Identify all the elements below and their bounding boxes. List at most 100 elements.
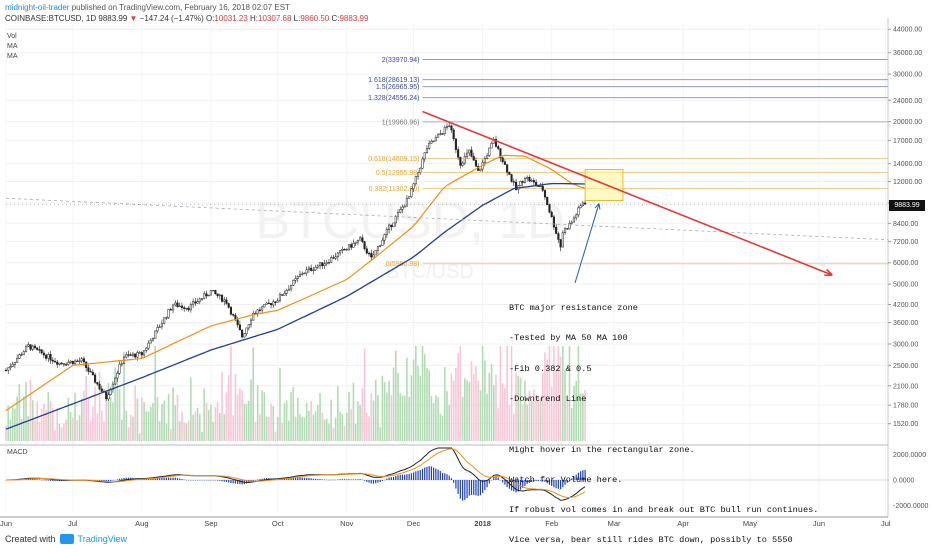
volume-bar xyxy=(186,423,188,441)
candle-body xyxy=(264,304,266,307)
candle xyxy=(480,169,482,172)
candle-body xyxy=(143,350,145,355)
volume-bar xyxy=(495,375,497,441)
candle xyxy=(497,145,499,150)
tradingview-brand[interactable]: TradingView xyxy=(78,534,128,544)
candle xyxy=(489,148,491,157)
legend-ma-1[interactable]: MA xyxy=(7,43,18,50)
candle-body xyxy=(221,295,223,301)
candle-body xyxy=(159,327,161,328)
candle xyxy=(411,188,413,198)
volume-bar xyxy=(411,375,413,441)
candle xyxy=(328,259,330,264)
candle xyxy=(90,368,92,372)
volume-bar xyxy=(491,364,493,441)
candle-body xyxy=(76,361,78,362)
volume-bar xyxy=(36,401,38,441)
candle-body xyxy=(391,225,393,227)
candle xyxy=(315,265,317,271)
candle xyxy=(168,309,170,319)
candle-body xyxy=(72,361,74,364)
volume-bar xyxy=(393,367,395,441)
volume-bar xyxy=(166,424,168,441)
candle-body xyxy=(578,208,580,215)
volume-bar xyxy=(350,409,352,441)
candle-body xyxy=(190,304,192,310)
macd-histogram-bar xyxy=(219,480,220,481)
candle-body xyxy=(555,227,557,233)
macd-histogram-bar xyxy=(351,479,352,480)
candle xyxy=(177,300,179,308)
candle-body xyxy=(357,240,359,242)
volume-bar xyxy=(272,406,274,441)
volume-bar xyxy=(339,412,341,441)
macd-histogram-bar xyxy=(224,480,225,482)
candle-body xyxy=(319,263,321,266)
candle xyxy=(50,351,52,364)
fib-level-label: 0(5950.98) xyxy=(386,261,420,268)
candle xyxy=(12,362,14,368)
candle xyxy=(41,350,43,355)
volume-bar xyxy=(504,388,506,441)
candle-body xyxy=(197,302,199,304)
price-tick-label: 17000.00 xyxy=(893,138,922,145)
candle xyxy=(317,264,319,269)
volume-bar xyxy=(402,395,404,441)
volume-bar xyxy=(319,393,321,441)
candle-body xyxy=(134,354,136,357)
author-name[interactable]: midnight-oil-trader xyxy=(5,3,69,12)
fib-level-label: 0.618(14609.15) xyxy=(368,156,419,163)
legend-vol[interactable]: Vol xyxy=(7,33,17,40)
volume-bar xyxy=(32,400,34,441)
candle xyxy=(466,149,468,159)
macd-label[interactable]: MACD xyxy=(7,449,28,456)
macd-histogram-bar xyxy=(429,466,430,480)
candle xyxy=(186,308,188,310)
candle xyxy=(43,350,45,358)
candle-body xyxy=(203,294,205,299)
candle xyxy=(250,318,252,328)
candle xyxy=(206,291,208,299)
volume-bar xyxy=(197,408,199,441)
volume-bar xyxy=(246,404,248,441)
candle xyxy=(221,294,223,302)
price-tick-label: 4200.00 xyxy=(893,302,918,309)
candle xyxy=(154,330,156,338)
candle xyxy=(293,280,295,286)
candle-body xyxy=(362,238,364,242)
annotation-note[interactable]: BTC major resistance zone -Tested by MA … xyxy=(509,283,818,556)
candle xyxy=(426,145,428,154)
candle-body xyxy=(366,249,368,253)
tradingview-logo-icon[interactable] xyxy=(60,534,74,544)
candle-body xyxy=(377,246,379,250)
volume-bar xyxy=(72,418,74,441)
candle xyxy=(319,262,321,269)
candle-body xyxy=(186,308,188,309)
candle-body xyxy=(43,353,45,355)
candle-body xyxy=(85,362,87,368)
created-with-text: Created with xyxy=(5,534,56,544)
volume-bar xyxy=(232,415,234,441)
volume-bar xyxy=(117,372,119,441)
candle-body xyxy=(79,361,81,362)
open-value: 10031.23 xyxy=(214,14,247,23)
candle-body xyxy=(406,198,408,206)
macd-histogram-bar xyxy=(435,469,436,480)
price-tick-label: 20000.00 xyxy=(893,119,922,126)
price-tick-label: 24000.00 xyxy=(893,98,922,105)
macd-histogram-bar xyxy=(415,471,416,480)
time-tick-label: Aug xyxy=(135,519,148,528)
volume-bar xyxy=(306,402,308,441)
volume-bar xyxy=(333,428,335,441)
candle xyxy=(573,216,575,223)
legend-ma-2[interactable]: MA xyxy=(7,53,18,60)
candle xyxy=(208,295,210,296)
macd-histogram-bar xyxy=(451,478,452,480)
time-tick-label: Sep xyxy=(204,519,217,528)
candle-body xyxy=(509,172,511,174)
volume-bar xyxy=(5,426,7,441)
candle-body xyxy=(48,354,50,358)
candle-body xyxy=(65,364,67,365)
candle xyxy=(486,153,488,159)
candle-body xyxy=(431,141,433,143)
